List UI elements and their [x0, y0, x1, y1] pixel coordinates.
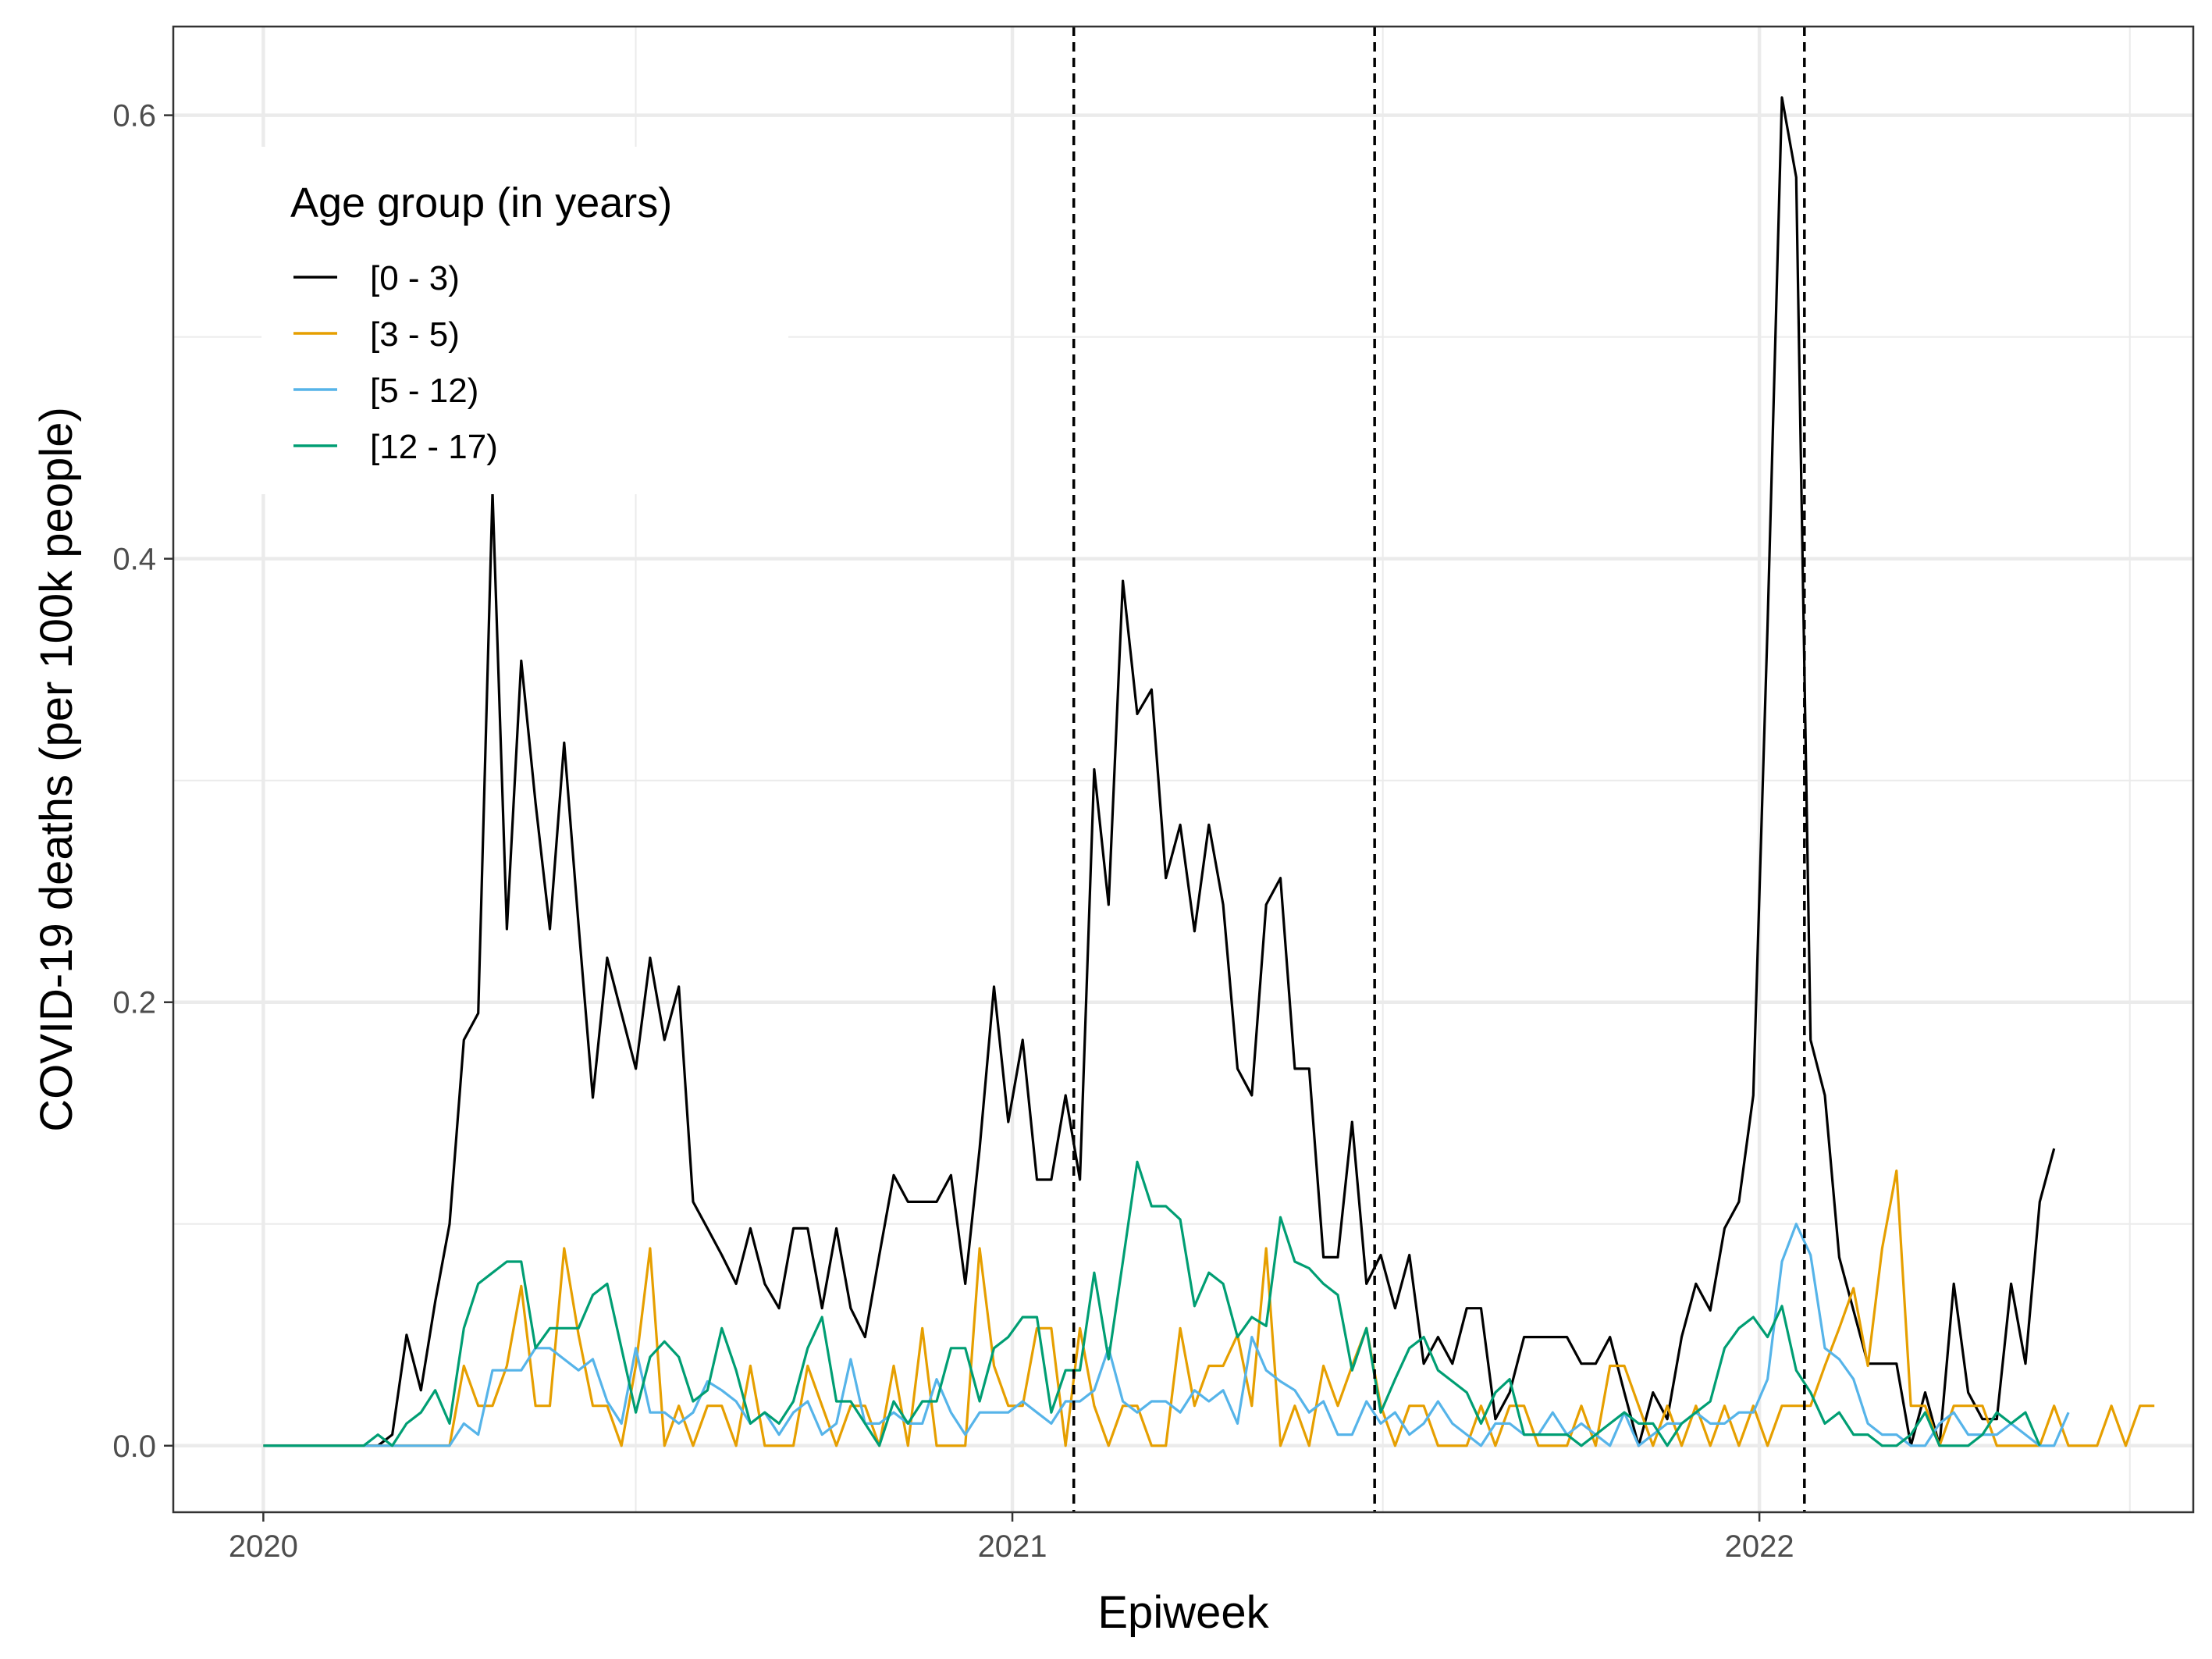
legend-label: [5 - 12): [370, 372, 478, 410]
series-line-2: [263, 1223, 2070, 1447]
x-tick-label: 2020: [229, 1529, 298, 1564]
series-line-1: [263, 1169, 2155, 1447]
axis-tick-labels: 0.0 0.2 0.4 0.6 2020 2021 2022: [112, 99, 1794, 1564]
x-tick-label: 2022: [1725, 1529, 1794, 1564]
y-axis-title: COVID-19 deaths (per 100k people): [31, 407, 82, 1132]
y-tick-label: 0.2: [112, 986, 156, 1020]
y-tick-label: 0.4: [112, 543, 156, 577]
legend-background: [261, 147, 788, 494]
plot-panel-border: [172, 25, 2195, 1514]
axis-ticks: [164, 114, 1761, 1522]
legend-title: Age group (in years): [290, 180, 672, 226]
reference-vertical-lines: [1072, 27, 1806, 1512]
legend-label: [3 - 5): [370, 315, 460, 354]
x-axis-title: Epiweek: [1097, 1587, 1269, 1638]
series-line-0: [263, 96, 2056, 1447]
legend-items: [0 - 3) [3 - 5) [5 - 12) [12 - 17): [293, 259, 498, 466]
series-line-3: [263, 1160, 2041, 1447]
legend-label: [12 - 17): [370, 428, 498, 466]
legend-label: [0 - 3): [370, 259, 460, 297]
y-tick-label: 0.0: [112, 1429, 156, 1464]
y-tick-label: 0.6: [112, 99, 156, 134]
legend: Age group (in years) [0 - 3) [3 - 5) [5 - …: [261, 147, 788, 494]
x-tick-label: 2021: [978, 1529, 1047, 1564]
series-lines: [263, 96, 2155, 1447]
